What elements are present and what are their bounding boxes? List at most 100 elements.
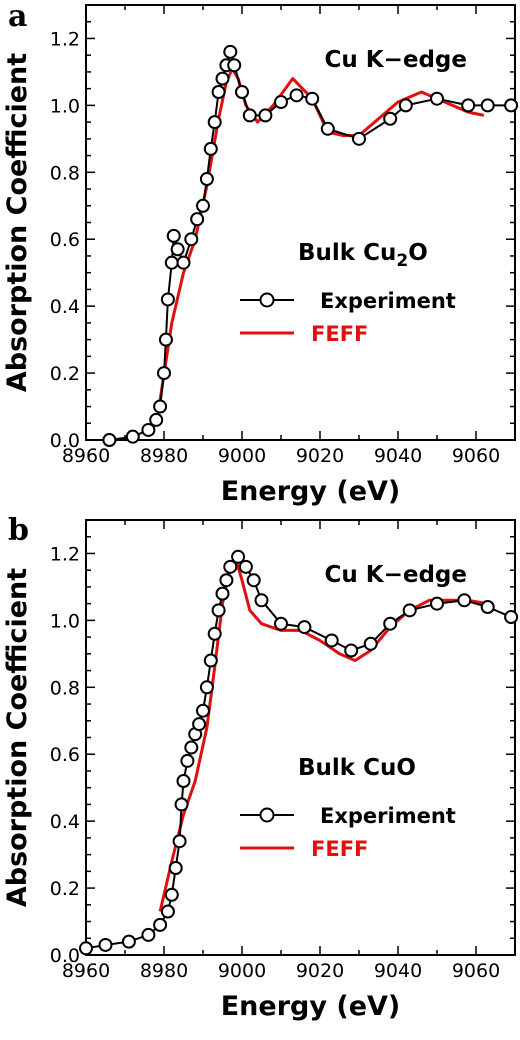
chart-b-panel: b 8960 8980 9000 9020 9040 9060 0.0 0.2 0.4 0.6 0.8… (2, 513, 519, 1022)
chart-b-experiment-point (363, 636, 378, 651)
chart-b-x-axis-title: Energy (eV) (221, 991, 401, 1022)
chart-b-y-axis-title: Absorption Coefficient (2, 568, 33, 907)
chart-a-experiment-point (160, 292, 175, 307)
chart-a-experiment-point (190, 212, 205, 227)
chart-a-panel-letter: a (8, 0, 27, 34)
chart-a-experiment-point (289, 88, 304, 103)
chart-b-experiment-point (203, 653, 218, 668)
chart-a-experiment-point (125, 429, 140, 444)
chart-b-series-experiment-line (85, 555, 512, 950)
chart-b-edge-label: Cu K−edge (325, 562, 467, 588)
chart-b-experiment-point (174, 797, 189, 812)
chart-a-experiment-point (398, 98, 413, 113)
chart-b-experiment-point (168, 861, 183, 875)
chart-b-y-tick-label: 1.0 (50, 610, 80, 632)
chart-a-y-tick-label: 0.8 (50, 162, 80, 184)
chart-b-experiment-point (246, 573, 261, 588)
chart-b-experiment-point (238, 559, 253, 574)
chart-a-x-axis-title: Energy (eV) (221, 476, 401, 507)
chart-a-experiment-point (203, 141, 218, 156)
chart-a-experiment-point (223, 44, 238, 59)
chart-a-experiment-point (227, 58, 242, 73)
chart-a-legend-experiment-label: Experiment (320, 289, 456, 313)
chart-a-experiment-point (352, 131, 366, 146)
chart-a-x-tick-label: 8960 (62, 445, 110, 467)
chart-b-y-tick-label: 0.4 (50, 811, 80, 833)
chart-b-sample-label: Bulk CuO (298, 755, 416, 781)
chart-a-experiment-point (215, 71, 230, 86)
chart-a-experiment-point (504, 98, 519, 113)
chart-b-experiment-point (192, 717, 207, 732)
chart-b-experiment-point (383, 616, 398, 631)
chart-a-x-tick-label: 9020 (296, 445, 344, 467)
chart-b-experiment-point (180, 753, 195, 768)
chart-b-legend-experiment-label: Experiment (320, 804, 456, 828)
chart-b-y-tick-label: 0.2 (50, 878, 80, 900)
chart-b-experiment-point (164, 887, 179, 902)
chart-a-experiment-point (196, 198, 210, 213)
chart-a-y-tick-label: 1.0 (50, 95, 80, 117)
chart-b-experiment-point (274, 616, 288, 631)
chart-b-x-tick-label: 9020 (296, 960, 344, 982)
chart-b-experiment-point (196, 703, 210, 718)
chart-b-experiment-point (344, 643, 359, 658)
chart-b-experiment-point (153, 917, 168, 932)
chart-a-x-tick-label: 9060 (452, 445, 500, 467)
chart-b-experiment-point (176, 774, 191, 788)
chart-b-experiment-point (199, 680, 214, 695)
chart-b-experiment-point (211, 603, 226, 618)
chart-a-experiment-point (461, 98, 476, 113)
chart-b-experiment-point (172, 834, 187, 849)
chart-a-experiment-point (320, 121, 335, 136)
chart-a-x-tick-label: 9000 (218, 445, 266, 467)
chart-b-legend-experiment-marker (259, 807, 275, 823)
chart-b-experiment-point (79, 941, 93, 956)
chart-a-edge-label: Cu K−edge (325, 47, 467, 73)
chart-b-experiment-point (430, 596, 444, 611)
chart-a-experiment-point (184, 232, 199, 247)
chart-b-experiment-point (215, 586, 230, 601)
chart-b-experiment-point (219, 573, 234, 588)
chart-a-legend-feff-label: FEFF (311, 322, 368, 346)
chart-b-experiment-point (207, 626, 222, 641)
chart-a-experiment-point (199, 172, 214, 186)
chart-b-x-tick-label: 9060 (452, 960, 500, 982)
chart-a-experiment-point (242, 108, 257, 123)
chart-a-experiment-point (153, 399, 168, 414)
chart-a-experiment-point (164, 255, 179, 270)
chart-a-experiment-point (430, 91, 444, 106)
chart-a-y-axis-title: Absorption Coefficient (2, 53, 33, 392)
chart-a-experiment-point (211, 85, 226, 99)
chart-a-experiment-point (258, 108, 273, 123)
chart-a-y-tick-label: 0.4 (50, 296, 80, 318)
chart-a-legend-experiment-marker (259, 292, 275, 308)
chart-b-legend-feff-label: FEFF (311, 837, 368, 861)
chart-b-experiment-point (184, 740, 199, 755)
chart-b-y-tick-label: 0.8 (50, 677, 80, 699)
chart-a-experiment-point (158, 332, 173, 347)
chart-a-sample-suffix: O (408, 240, 428, 266)
chart-a-y-tick-label: 0.2 (50, 363, 80, 385)
chart-a-sample-subscript: 2 (396, 251, 408, 271)
chart-a-experiment-point (235, 85, 249, 99)
chart-a-experiment-point (305, 91, 320, 106)
chart-b-experiment-point (297, 620, 312, 635)
chart-a-y-tick-label: 1.2 (50, 28, 80, 50)
chart-b-y-tick-label: 1.2 (50, 543, 80, 565)
chart-a-panel: a 8960 8980 9000 9020 9040 9060 0.0 0.2 0.4 0.6 0.8… (2, 0, 519, 507)
chart-a-experiment-point (170, 242, 185, 257)
chart-a-y-tick-label: 0.0 (50, 430, 80, 452)
chart-b-experiment-point (480, 600, 495, 614)
chart-a-experiment-point (141, 422, 156, 437)
chart-b-x-tick-label: 8980 (140, 960, 188, 982)
chart-a-experiment-point (274, 95, 288, 110)
chart-b-experiment-point (457, 593, 472, 608)
chart-b-panel-letter: b (8, 513, 29, 548)
chart-a-experiment-point (207, 115, 222, 130)
chart-a-experiment-point (149, 412, 164, 427)
chart-b-x-tick-label: 9040 (374, 960, 422, 982)
chart-a-experiment-point (480, 98, 495, 113)
chart-b-y-tick-label: 0.6 (50, 744, 80, 766)
chart-a-experiment-point (176, 255, 191, 270)
